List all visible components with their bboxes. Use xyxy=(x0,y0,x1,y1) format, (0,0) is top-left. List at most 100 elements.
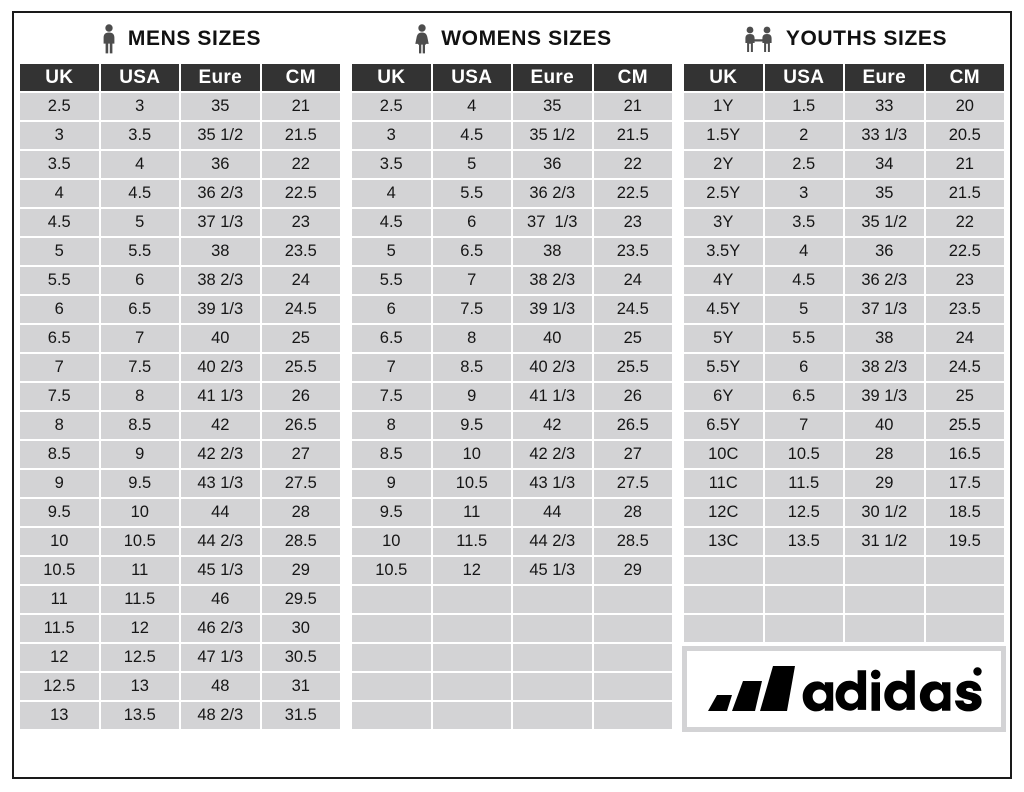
column-header-uk: UK xyxy=(352,64,431,91)
table-cell-eure: 40 xyxy=(181,325,260,352)
table-cell-uk: 8 xyxy=(352,412,431,439)
table-cell-usa: 12 xyxy=(100,615,179,642)
table-cell-usa: 4.5 xyxy=(100,180,179,207)
table-cell-eure: 40 2/3 xyxy=(181,354,260,381)
table-cell-cm: 20.5 xyxy=(925,122,1004,149)
table-cell-eure: 35 xyxy=(513,93,592,120)
table-cell-uk: 4.5 xyxy=(352,209,431,236)
table-cell-cm: 26.5 xyxy=(593,412,672,439)
column-header-eure: Eure xyxy=(181,64,260,91)
table-row xyxy=(684,586,1004,613)
table-row: 10C 10.5 28 16.5 xyxy=(684,441,1004,468)
table-row: 5.5 7 38 2/3 24 xyxy=(352,267,672,294)
table-cell-eure: 44 xyxy=(181,499,260,526)
table-cell-empty xyxy=(925,615,1004,642)
table-cell-uk: 2.5Y xyxy=(684,180,763,207)
table-cell-eure: 38 xyxy=(181,238,260,265)
table-cell-eure: 35 1/2 xyxy=(513,122,592,149)
table-row: 2.5 3 35 21 xyxy=(20,93,340,120)
table-cell-cm: 30.5 xyxy=(261,644,340,671)
table-cell-usa: 13.5 xyxy=(764,528,843,555)
table-cell-uk: 3 xyxy=(352,122,431,149)
table-cell-usa: 11.5 xyxy=(764,470,843,497)
table-cell-cm: 23.5 xyxy=(261,238,340,265)
table-cell-usa: 5.5 xyxy=(100,238,179,265)
table-cell-usa: 12.5 xyxy=(100,644,179,671)
table-row: 6.5 8 40 25 xyxy=(352,325,672,352)
table-row: 12.5 13 48 31 xyxy=(20,673,340,700)
table-cell-usa: 9 xyxy=(432,383,511,410)
table-cell-cm: 25.5 xyxy=(593,354,672,381)
table-cell-usa: 7 xyxy=(100,325,179,352)
size-column-mens: MENS SIZES UK USA Eure CM 2.5 3 35 21 3 3.5 35 1/2 2… xyxy=(18,16,342,774)
table-cell-cm: 21.5 xyxy=(925,180,1004,207)
table-cell-cm: 24 xyxy=(925,325,1004,352)
table-cell-cm: 27 xyxy=(593,441,672,468)
table-cell-uk: 5Y xyxy=(684,325,763,352)
size-table-mens: UK USA Eure CM 2.5 3 35 21 3 3.5 35 1/2 21.5 3.5 4 36 2… xyxy=(18,62,342,731)
column-spacer xyxy=(350,731,674,774)
table-cell-eure: 42 2/3 xyxy=(181,441,260,468)
table-cell-uk: 10.5 xyxy=(352,557,431,584)
table-cell-usa: 3.5 xyxy=(764,209,843,236)
table-cell-cm: 31 xyxy=(261,673,340,700)
table-row xyxy=(352,673,672,700)
table-row: 6 6.5 39 1/3 24.5 xyxy=(20,296,340,323)
table-row: 7 7.5 40 2/3 25.5 xyxy=(20,354,340,381)
table-cell-usa: 4 xyxy=(432,93,511,120)
table-row: 7 8.5 40 2/3 25.5 xyxy=(352,354,672,381)
two-children-icon xyxy=(741,25,777,53)
column-spacer xyxy=(18,731,342,774)
table-cell-uk: 6Y xyxy=(684,383,763,410)
table-cell-eure: 37 1/3 xyxy=(845,296,924,323)
table-cell-cm: 23 xyxy=(261,209,340,236)
table-row: 4.5 6 37 1/3 23 xyxy=(352,209,672,236)
table-cell-uk: 12.5 xyxy=(20,673,99,700)
table-row: 3Y 3.5 35 1/2 22 xyxy=(684,209,1004,236)
table-cell-eure: 33 xyxy=(845,93,924,120)
table-cell-usa: 10 xyxy=(432,441,511,468)
table-cell-cm: 25.5 xyxy=(261,354,340,381)
table-cell-usa: 5.5 xyxy=(764,325,843,352)
table-cell-uk: 12C xyxy=(684,499,763,526)
table-header-row: UK USA Eure CM xyxy=(20,64,340,91)
table-cell-usa: 3 xyxy=(100,93,179,120)
table-cell-eure: 39 1/3 xyxy=(845,383,924,410)
table-cell-eure: 31 1/2 xyxy=(845,528,924,555)
column-header-uk: UK xyxy=(684,64,763,91)
table-cell-cm: 25.5 xyxy=(925,412,1004,439)
table-row: 8.5 9 42 2/3 27 xyxy=(20,441,340,468)
table-row: 4.5Y 5 37 1/3 23.5 xyxy=(684,296,1004,323)
table-cell-cm: 16.5 xyxy=(925,441,1004,468)
table-cell-cm: 28 xyxy=(593,499,672,526)
table-row: 5 5.5 38 23.5 xyxy=(20,238,340,265)
table-cell-empty xyxy=(513,673,592,700)
column-title-text: MENS SIZES xyxy=(127,27,262,50)
table-row xyxy=(684,557,1004,584)
table-cell-eure: 38 2/3 xyxy=(181,267,260,294)
table-cell-usa: 2.5 xyxy=(764,151,843,178)
table-cell-cm: 26 xyxy=(261,383,340,410)
table-row: 1Y 1.5 33 20 xyxy=(684,93,1004,120)
table-row: 6Y 6.5 39 1/3 25 xyxy=(684,383,1004,410)
table-cell-empty xyxy=(352,702,431,729)
table-cell-eure: 35 1/2 xyxy=(181,122,260,149)
column-header-usa: USA xyxy=(100,64,179,91)
table-cell-empty xyxy=(593,586,672,613)
table-row: 4 4.5 36 2/3 22.5 xyxy=(20,180,340,207)
table-cell-usa: 12 xyxy=(432,557,511,584)
table-row: 5 6.5 38 23.5 xyxy=(352,238,672,265)
table-cell-eure: 48 xyxy=(181,673,260,700)
table-cell-uk: 3 xyxy=(20,122,99,149)
table-row: 2Y 2.5 34 21 xyxy=(684,151,1004,178)
table-cell-eure: 28 xyxy=(845,441,924,468)
table-cell-usa: 6.5 xyxy=(432,238,511,265)
table-cell-empty xyxy=(593,702,672,729)
table-cell-eure: 44 2/3 xyxy=(513,528,592,555)
table-cell-uk: 12 xyxy=(20,644,99,671)
table-cell-empty xyxy=(684,586,763,613)
table-cell-eure: 29 xyxy=(845,470,924,497)
table-cell-eure: 36 2/3 xyxy=(181,180,260,207)
table-cell-uk: 5.5Y xyxy=(684,354,763,381)
table-cell-uk: 10C xyxy=(684,441,763,468)
